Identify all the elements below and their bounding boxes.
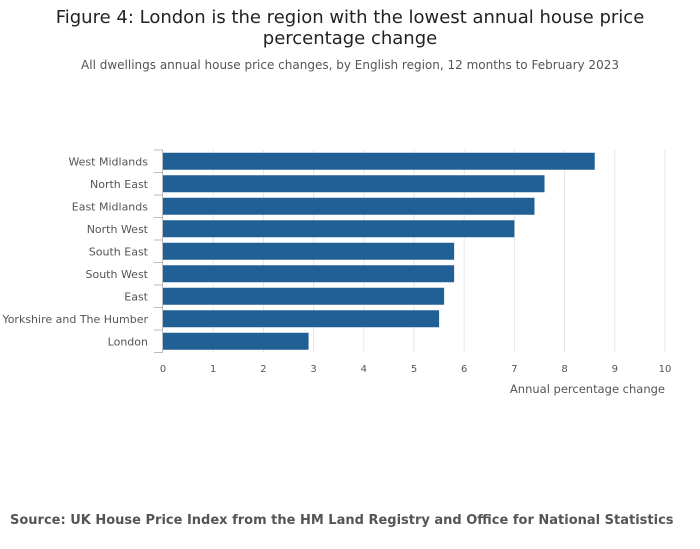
chart-title: Figure 4: London is the region with the … xyxy=(55,7,645,49)
category-label: Yorkshire and The Humber xyxy=(1,313,148,326)
x-tick-label: 7 xyxy=(511,364,517,375)
bar xyxy=(163,175,545,193)
bar xyxy=(163,220,515,238)
x-tick-label: 1 xyxy=(210,364,216,375)
category-label: London xyxy=(108,335,148,348)
x-tick-label: 3 xyxy=(310,364,316,375)
category-label: East xyxy=(124,290,148,303)
bars xyxy=(163,152,595,350)
category-label: West Midlands xyxy=(68,155,148,168)
category-label: South East xyxy=(89,245,149,258)
category-label: North West xyxy=(87,223,149,236)
x-axis-title: Annual percentage change xyxy=(510,382,665,396)
x-tick-label: 2 xyxy=(260,364,266,375)
x-tick-label: 10 xyxy=(659,364,672,375)
chart-subtitle: All dwellings annual house price changes… xyxy=(81,58,619,72)
bar xyxy=(163,242,455,260)
x-tick-label: 8 xyxy=(561,364,567,375)
bar xyxy=(163,265,455,283)
x-tick-label: 6 xyxy=(461,364,467,375)
category-label: East Midlands xyxy=(72,200,149,213)
bar xyxy=(163,310,440,328)
y-axis xyxy=(154,149,163,353)
x-tick-labels: 0 1 2 3 4 5 6 7 8 9 10 xyxy=(160,364,672,375)
x-tick-label: 9 xyxy=(612,364,618,375)
category-label: South West xyxy=(85,268,148,281)
bar xyxy=(163,287,445,305)
x-tick-label: 4 xyxy=(361,364,367,375)
source-note: Source: UK House Price Index from the HM… xyxy=(10,513,674,528)
bar xyxy=(163,332,309,350)
x-tick-label: 5 xyxy=(411,364,417,375)
bar xyxy=(163,197,535,215)
category-label: North East xyxy=(90,178,149,191)
x-tick-label: 0 xyxy=(160,364,166,375)
bar xyxy=(163,152,595,170)
category-labels: West Midlands North East East Midlands Nort… xyxy=(1,155,148,348)
